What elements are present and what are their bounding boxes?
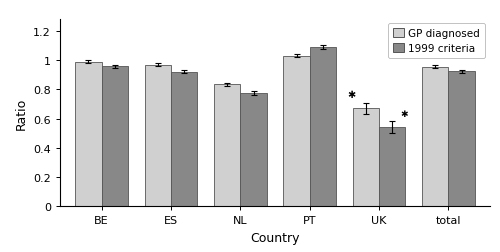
Legend: GP diagnosed, 1999 criteria: GP diagnosed, 1999 criteria: [388, 23, 485, 59]
Bar: [310, 48, 336, 207]
Bar: [214, 85, 240, 207]
Bar: [144, 65, 171, 207]
Text: ✱: ✱: [348, 90, 356, 100]
Bar: [240, 94, 266, 207]
Bar: [422, 68, 448, 207]
Text: ✱: ✱: [400, 110, 408, 118]
Bar: [102, 67, 128, 207]
Bar: [284, 57, 310, 207]
Bar: [379, 127, 406, 207]
X-axis label: Country: Country: [250, 231, 300, 244]
Bar: [352, 109, 379, 207]
Y-axis label: Ratio: Ratio: [14, 97, 28, 130]
Bar: [171, 73, 198, 207]
Bar: [448, 72, 474, 207]
Bar: [76, 62, 102, 207]
